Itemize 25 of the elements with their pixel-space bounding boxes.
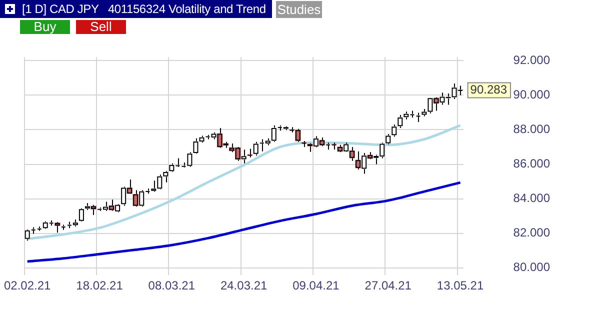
x-tick-label: 02.02.21 <box>4 278 52 292</box>
line-series <box>26 124 462 240</box>
x-tick-label: 09.04.21 <box>292 278 340 292</box>
y-tick-label: 80.000 <box>513 260 550 274</box>
x-tick-label: 13.05.21 <box>436 278 484 292</box>
x-tick-label: 27.04.21 <box>364 278 412 292</box>
text: Studies <box>276 1 322 18</box>
y-tick-label: 82.000 <box>513 226 550 240</box>
y-tick-label: 86.000 <box>513 156 550 171</box>
y-tick-label: 88.000 <box>513 122 550 136</box>
chart-title: [1 D] CAD JPY 401156324 Volatility and Trend <box>0 0 272 18</box>
candlestick <box>385 134 391 145</box>
y-tick-label: 92.000 <box>513 52 550 67</box>
x-tick-label: 18.02.21 <box>76 278 124 292</box>
x-tick-label: 08.03.21 <box>148 278 196 292</box>
text: Buy <box>20 19 70 34</box>
line-series <box>26 181 462 263</box>
text: Sell <box>76 19 126 34</box>
candlestick <box>391 124 397 138</box>
candlestick <box>78 208 84 222</box>
y-tick-label: 90.000 <box>513 88 550 102</box>
y-tick-label: 84.000 <box>513 191 550 206</box>
candlestick <box>253 141 259 156</box>
annotation: 90.283 <box>470 82 508 97</box>
x-tick-label: 24.03.21 <box>220 278 268 292</box>
